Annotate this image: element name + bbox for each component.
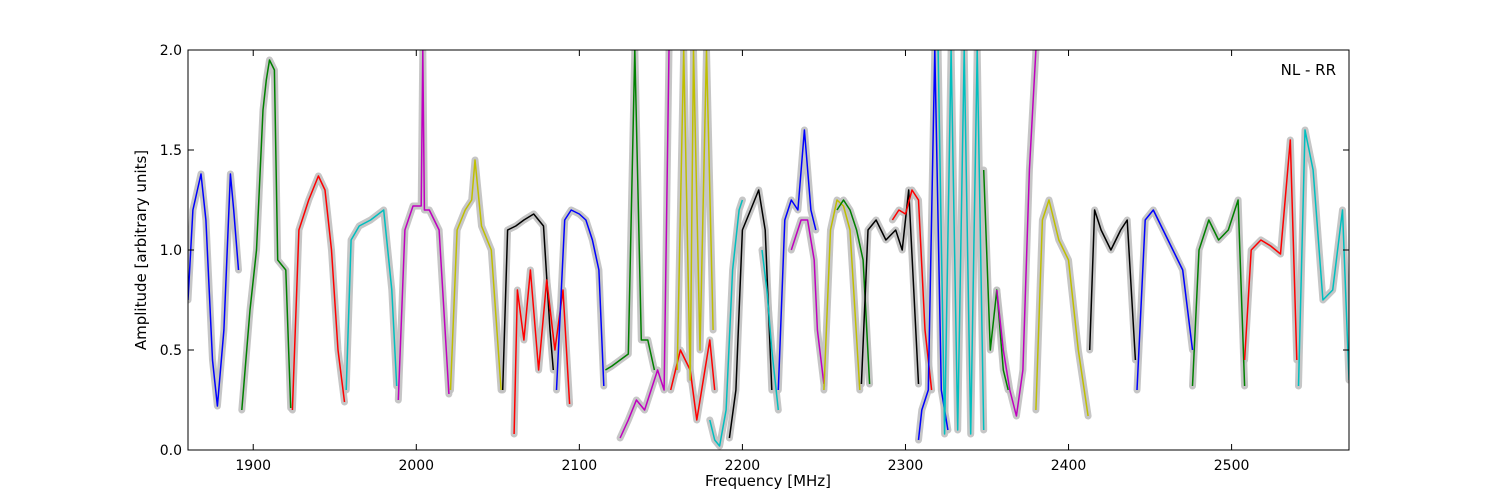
series-line-22: [891, 189, 933, 391]
series-line-16: [761, 249, 780, 411]
series-line-20: [836, 199, 871, 385]
x-tick-label: 2000: [398, 458, 434, 474]
series-line-30: [1191, 199, 1246, 387]
series-line-26: [996, 50, 1037, 417]
x-axis: 1900 2000 2100 2200 2300 2400 2500: [235, 50, 1249, 474]
series-line-1: [188, 173, 240, 407]
series-line-11: [619, 50, 670, 439]
series-line-19: [823, 199, 861, 391]
x-tick-label: 2500: [1214, 458, 1250, 474]
series-line-2: [241, 59, 292, 411]
y-axis: 0.0 0.5 1.0 1.5 2.0: [160, 43, 1349, 459]
x-tick-label: 2200: [725, 458, 761, 474]
series-line-29: [1136, 209, 1194, 391]
y-tick-label: 1.0: [160, 243, 182, 259]
series-line-27: [1035, 199, 1089, 417]
series-line-6: [449, 159, 502, 391]
series-line-23: [917, 50, 949, 441]
series-line-24: [937, 50, 985, 435]
series-line-9: [555, 209, 605, 391]
series-line-18: [790, 219, 825, 385]
x-tick-label: 2300: [888, 458, 924, 474]
series-line-31: [1243, 139, 1298, 361]
series-line-17: [777, 129, 817, 391]
x-tick-label: 1900: [235, 458, 271, 474]
y-axis-label: Amplitude [arbitrary units]: [132, 150, 150, 350]
y-tick-label: 0.0: [160, 443, 182, 459]
x-tick-label: 2400: [1051, 458, 1087, 474]
series-line-28: [1088, 209, 1137, 361]
series-line-7: [501, 213, 555, 391]
annotation-label: NL - RR: [1281, 61, 1336, 79]
series-layer: [188, 50, 1349, 447]
series-line-21: [860, 189, 920, 385]
series-line-4: [345, 209, 398, 391]
y-tick-label: 0.5: [160, 343, 182, 359]
series-line-3: [291, 175, 346, 411]
x-axis-label: Frequency [MHz]: [705, 472, 831, 490]
series-line-5: [397, 50, 450, 401]
series-line-15: [728, 189, 773, 439]
series-line-14: [709, 199, 744, 447]
series-line-32: [1297, 129, 1349, 387]
x-tick-label: 2100: [562, 458, 598, 474]
y-tick-label: 2.0: [160, 43, 182, 59]
y-tick-label: 1.5: [160, 143, 182, 159]
series-line-10: [605, 50, 656, 371]
series-line-12: [669, 339, 716, 421]
